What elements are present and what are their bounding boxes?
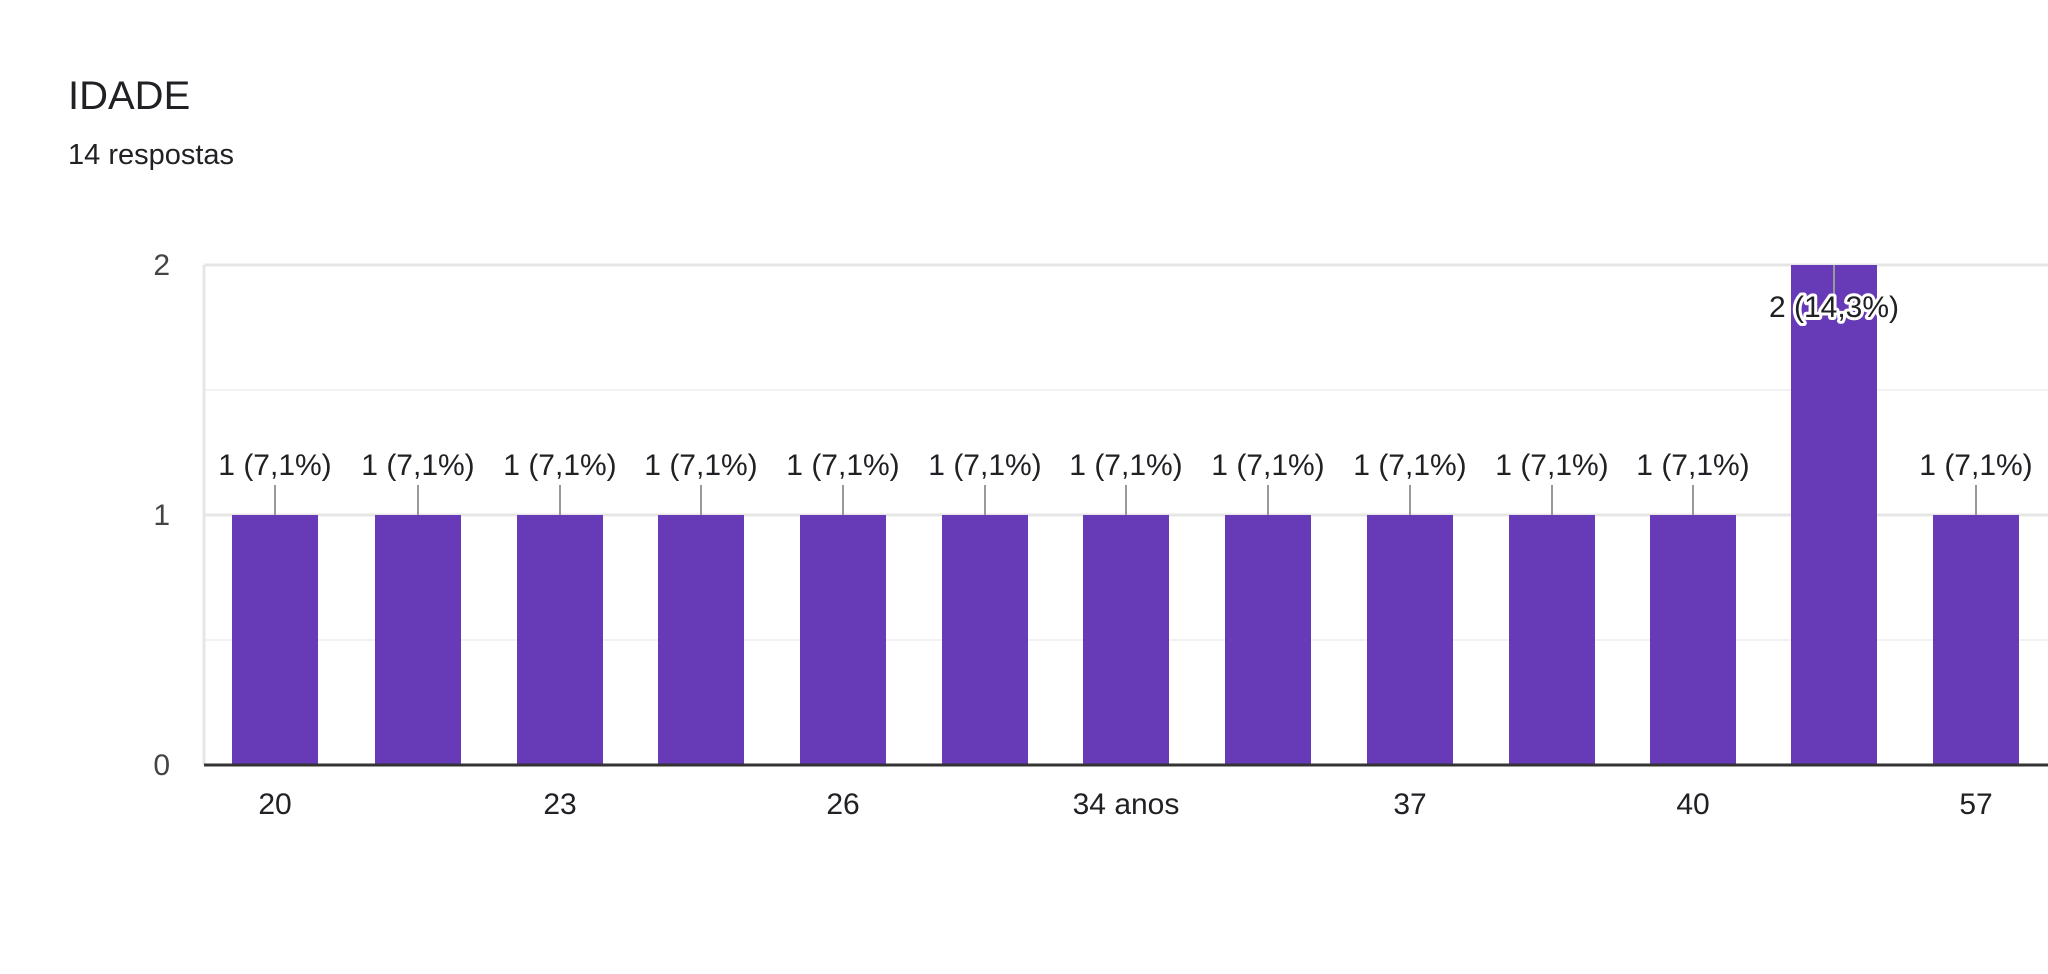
data-label: 1 (7,1%) [1069,449,1182,482]
y-tick-label: 2 [153,249,170,282]
data-label: 1 (7,1%) [1495,449,1608,482]
response-count: 14 respostas [68,139,235,171]
data-label: 1 (7,1%) [1636,449,1749,482]
x-tick-label: 34 anos [1073,788,1180,821]
bar [1083,515,1169,765]
bar [375,515,461,765]
x-tick-label: 40 [1676,788,1709,821]
bar [658,515,744,765]
bar [800,515,886,765]
x-tick-label: 20 [258,788,291,821]
data-label: 1 (7,1%) [1211,449,1324,482]
bar [1933,515,2019,765]
data-label: 1 (7,1%) [928,449,1041,482]
x-tick-label: 57 [1959,788,1992,821]
x-tick-label: 26 [826,788,859,821]
data-label: 1 (7,1%) [361,449,474,482]
data-label: 1 (7,1%) [218,449,331,482]
data-label: 2 (14,3%) [1769,291,1899,324]
data-label: 1 (7,1%) [786,449,899,482]
x-tick-label: 37 [1393,788,1426,821]
bar [942,515,1028,765]
data-label: 1 (7,1%) [644,449,757,482]
bar [1225,515,1311,765]
data-label: 1 (7,1%) [503,449,616,482]
x-tick-label: 23 [543,788,576,821]
bar [517,515,603,765]
bar [1650,515,1736,765]
bar [232,515,318,765]
bar [1791,265,1877,765]
bar [1509,515,1595,765]
chart-title: IDADE [68,74,191,118]
y-tick-label: 1 [153,499,170,532]
data-label: 1 (7,1%) [1919,449,2032,482]
bar [1367,515,1453,765]
data-label: 1 (7,1%) [1353,449,1466,482]
y-tick-label: 0 [153,749,170,782]
